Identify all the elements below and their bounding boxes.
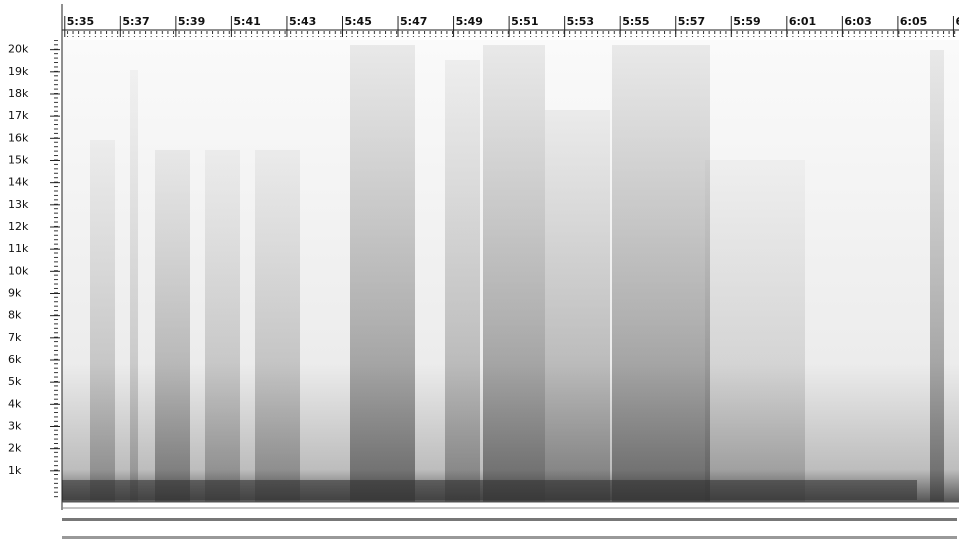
- spectrogram-band: [62, 480, 917, 500]
- y-tick-label: 8k: [8, 309, 22, 322]
- spectrogram-band: [545, 110, 610, 502]
- y-tick-label: 18k: [8, 87, 29, 100]
- y-tick-label: 20k: [8, 43, 29, 56]
- x-tick-label: 5:43: [289, 15, 316, 28]
- spectrogram-bands: [62, 45, 944, 502]
- spectrogram-band: [930, 50, 944, 502]
- x-tick-label: 6:01: [789, 15, 816, 28]
- y-tick-label: 14k: [8, 176, 29, 189]
- y-tick-label: 16k: [8, 131, 29, 144]
- y-tick-label: 6k: [8, 353, 22, 366]
- y-tick-label: 10k: [8, 264, 29, 277]
- x-tick-label: 5:39: [178, 15, 205, 28]
- time-minor-ticks: [62, 31, 959, 37]
- x-tick-label: 5:57: [678, 15, 705, 28]
- spectrogram-band: [90, 140, 115, 502]
- spectrogram-band: [350, 45, 415, 502]
- x-tick-label: 6:05: [900, 15, 927, 28]
- y-tick-label: 7k: [8, 331, 22, 344]
- y-tick-label: 2k: [8, 442, 22, 455]
- x-tick-label: 5:47: [400, 15, 427, 28]
- y-tick-label: 15k: [8, 153, 29, 166]
- y-tick-label: 1k: [8, 464, 22, 477]
- spectrogram-band: [205, 150, 240, 502]
- spectrogram-band: [130, 70, 138, 502]
- y-tick-label: 19k: [8, 65, 29, 78]
- x-tick-label: 5:41: [233, 15, 260, 28]
- x-tick-label: 5:49: [456, 15, 483, 28]
- x-tick-label: 5:53: [567, 15, 594, 28]
- spectrogram-band: [255, 150, 300, 502]
- frequency-minor-ticks: [54, 40, 60, 500]
- spectrogram-band: [612, 45, 710, 502]
- spectrogram-band: [445, 60, 480, 502]
- x-tick-label: 5:35: [67, 15, 94, 28]
- y-tick-label: 3k: [8, 419, 22, 432]
- y-tick-label: 5k: [8, 375, 22, 388]
- x-tick-label: 6:03: [844, 15, 871, 28]
- spectrogram-band: [155, 150, 190, 502]
- y-tick-label: 17k: [8, 109, 29, 122]
- spectrogram-band: [705, 160, 805, 502]
- y-tick-label: 4k: [8, 397, 22, 410]
- y-tick-label: 13k: [8, 198, 29, 211]
- x-tick-label: 5:55: [622, 15, 649, 28]
- x-tick-label: 5:59: [733, 15, 760, 28]
- x-tick-label: 5:51: [511, 15, 538, 28]
- spectrogram-band: [483, 45, 545, 502]
- x-tick-label: 6:0: [955, 15, 959, 28]
- y-tick-label: 9k: [8, 286, 22, 299]
- y-tick-label: 12k: [8, 220, 29, 233]
- waveform: [62, 518, 957, 521]
- y-tick-label: 11k: [8, 242, 29, 255]
- x-tick-label: 5:37: [122, 15, 149, 28]
- waveform: [62, 536, 957, 539]
- x-tick-label: 5:45: [344, 15, 371, 28]
